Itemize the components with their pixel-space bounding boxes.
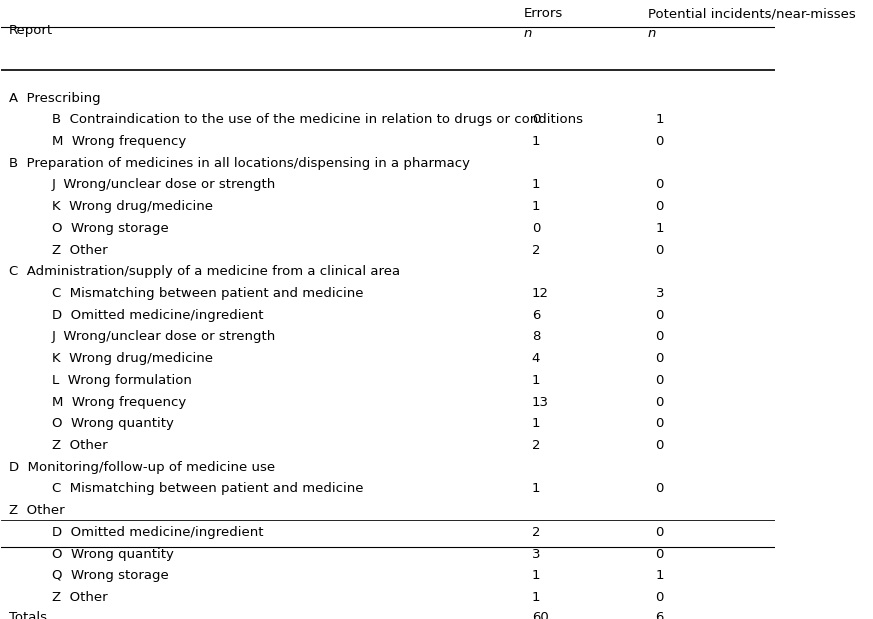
Text: 0: 0 xyxy=(656,178,663,191)
Text: 0: 0 xyxy=(656,244,663,257)
Text: D  Monitoring/follow-up of medicine use: D Monitoring/follow-up of medicine use xyxy=(9,461,275,474)
Text: 1: 1 xyxy=(532,178,540,191)
Text: Q  Wrong storage: Q Wrong storage xyxy=(52,569,168,582)
Text: C  Mismatching between patient and medicine: C Mismatching between patient and medici… xyxy=(52,482,363,495)
Text: 1: 1 xyxy=(532,374,540,387)
Text: Totals: Totals xyxy=(9,611,47,619)
Text: M  Wrong frequency: M Wrong frequency xyxy=(52,396,186,409)
Text: A  Prescribing: A Prescribing xyxy=(9,92,100,105)
Text: 1: 1 xyxy=(532,591,540,604)
Text: 0: 0 xyxy=(656,526,663,539)
Text: Z  Other: Z Other xyxy=(9,504,65,517)
Text: 0: 0 xyxy=(656,331,663,344)
Text: 13: 13 xyxy=(532,396,548,409)
Text: 0: 0 xyxy=(656,396,663,409)
Text: B  Preparation of medicines in all locations/dispensing in a pharmacy: B Preparation of medicines in all locati… xyxy=(9,157,471,170)
Text: n: n xyxy=(648,27,656,40)
Text: Z  Other: Z Other xyxy=(52,244,107,257)
Text: Z  Other: Z Other xyxy=(52,439,107,452)
Text: 0: 0 xyxy=(656,135,663,148)
Text: 0: 0 xyxy=(656,417,663,430)
Text: B  Contraindication to the use of the medicine in relation to drugs or condition: B Contraindication to the use of the med… xyxy=(52,113,582,126)
Text: 0: 0 xyxy=(656,309,663,322)
Text: 6: 6 xyxy=(656,611,663,619)
Text: 1: 1 xyxy=(656,113,664,126)
Text: C  Mismatching between patient and medicine: C Mismatching between patient and medici… xyxy=(52,287,363,300)
Text: Potential incidents/near-misses: Potential incidents/near-misses xyxy=(648,7,856,20)
Text: J  Wrong/unclear dose or strength: J Wrong/unclear dose or strength xyxy=(52,178,276,191)
Text: 1: 1 xyxy=(532,569,540,582)
Text: 0: 0 xyxy=(656,374,663,387)
Text: O  Wrong quantity: O Wrong quantity xyxy=(52,417,174,430)
Text: 60: 60 xyxy=(532,611,548,619)
Text: 0: 0 xyxy=(656,439,663,452)
Text: 1: 1 xyxy=(532,200,540,213)
Text: L  Wrong formulation: L Wrong formulation xyxy=(52,374,191,387)
Text: M  Wrong frequency: M Wrong frequency xyxy=(52,135,186,148)
Text: K  Wrong drug/medicine: K Wrong drug/medicine xyxy=(52,352,213,365)
Text: K  Wrong drug/medicine: K Wrong drug/medicine xyxy=(52,200,213,213)
Text: C  Administration/supply of a medicine from a clinical area: C Administration/supply of a medicine fr… xyxy=(9,266,400,279)
Text: 3: 3 xyxy=(532,548,540,561)
Text: O  Wrong storage: O Wrong storage xyxy=(52,222,168,235)
Text: 0: 0 xyxy=(656,482,663,495)
Text: Z  Other: Z Other xyxy=(52,591,107,604)
Text: 6: 6 xyxy=(532,309,540,322)
Text: D  Omitted medicine/ingredient: D Omitted medicine/ingredient xyxy=(52,309,263,322)
Text: D  Omitted medicine/ingredient: D Omitted medicine/ingredient xyxy=(52,526,263,539)
Text: 12: 12 xyxy=(532,287,548,300)
Text: O  Wrong quantity: O Wrong quantity xyxy=(52,548,174,561)
Text: 1: 1 xyxy=(532,135,540,148)
Text: 1: 1 xyxy=(532,417,540,430)
Text: 2: 2 xyxy=(532,439,540,452)
Text: Errors: Errors xyxy=(524,7,563,20)
Text: 0: 0 xyxy=(532,222,540,235)
Text: 2: 2 xyxy=(532,244,540,257)
Text: 0: 0 xyxy=(656,591,663,604)
Text: J  Wrong/unclear dose or strength: J Wrong/unclear dose or strength xyxy=(52,331,276,344)
Text: 1: 1 xyxy=(532,482,540,495)
Text: n: n xyxy=(524,27,533,40)
Text: 4: 4 xyxy=(532,352,540,365)
Text: 0: 0 xyxy=(656,200,663,213)
Text: 2: 2 xyxy=(532,526,540,539)
Text: 1: 1 xyxy=(656,222,664,235)
Text: 3: 3 xyxy=(656,287,664,300)
Text: 0: 0 xyxy=(656,352,663,365)
Text: 0: 0 xyxy=(656,548,663,561)
Text: 8: 8 xyxy=(532,331,540,344)
Text: Report: Report xyxy=(9,24,53,37)
Text: 1: 1 xyxy=(656,569,664,582)
Text: 0: 0 xyxy=(532,113,540,126)
